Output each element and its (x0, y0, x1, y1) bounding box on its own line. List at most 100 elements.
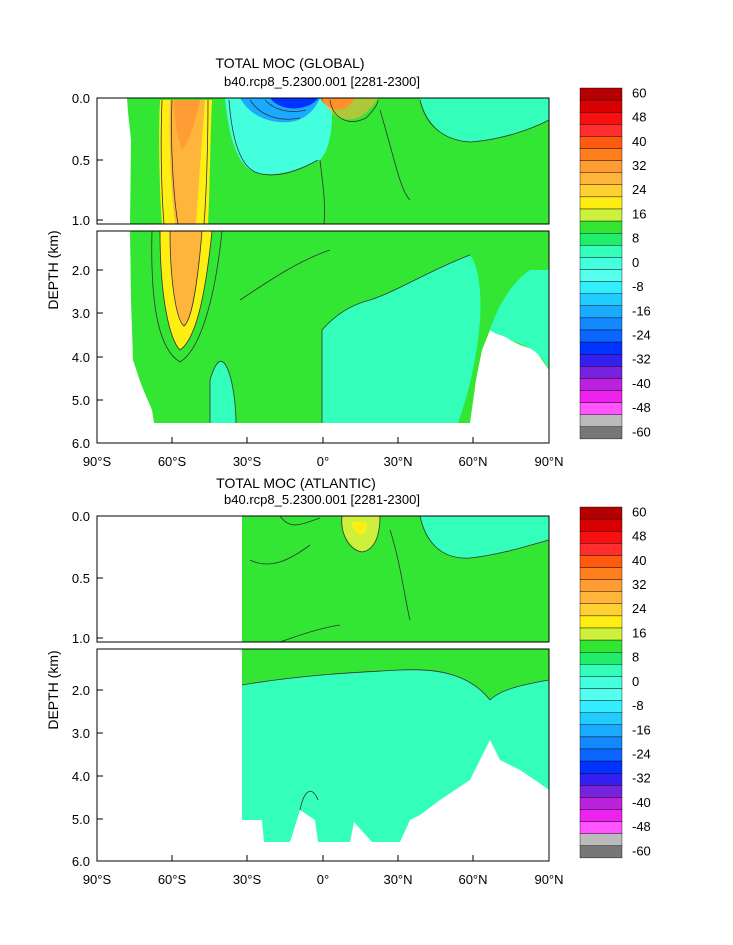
colorbar-label: -24 (632, 328, 651, 343)
colorbar-global: 60 48 40 32 24 16 8 0 -8 -16 -24 -32 -40 -48 -60 (579, 85, 651, 439)
colorbar-label: -32 (632, 352, 651, 367)
colorbar-swatch (579, 845, 623, 859)
contour-fill-deep-negative-west (210, 361, 236, 423)
x-tick-label: 30°S (233, 454, 262, 469)
x-tick-label: 30°N (383, 454, 412, 469)
colorbar-swatch (579, 833, 623, 847)
contour-fill-negative-cell (225, 98, 332, 175)
colorbar-label: -8 (632, 279, 644, 294)
contour-lines-lower-atlantic (241, 669, 550, 811)
colorbar-label: -60 (632, 843, 651, 858)
colorbar-label: -40 (632, 795, 651, 810)
x-tick-label: 90°S (83, 454, 112, 469)
y-tick-label: 0.5 (72, 571, 90, 586)
plot-frame (96, 97, 550, 225)
colorbar-swatch (579, 366, 623, 379)
y-tick-label: 5.0 (72, 393, 90, 408)
colorbar-swatch (579, 736, 623, 750)
colorbar-swatch (579, 245, 623, 258)
colorbar-swatch (579, 700, 623, 713)
colorbar-swatch (579, 124, 623, 137)
colorbar-swatch (579, 555, 623, 568)
y-tick-label: 3.0 (72, 726, 90, 741)
x-tick-label: 90°S (83, 872, 112, 887)
y-axis-label-global: DEPTH (km) (45, 230, 61, 309)
colorbar-swatch (579, 196, 623, 210)
colorbar-swatch (579, 543, 623, 556)
colorbar-label: -40 (632, 376, 651, 391)
x-tick-label: 90°N (534, 454, 563, 469)
colorbar-swatch (579, 688, 623, 701)
y-axis-label-atlantic: DEPTH (km) (45, 650, 61, 729)
colorbar-swatch (579, 518, 623, 532)
contour-fill-arctic-negative (490, 270, 549, 370)
colorbar-label: 48 (632, 529, 646, 544)
colorbar-swatch (579, 414, 623, 428)
panel-atlantic: TOTAL MOC (ATLANTIC) b40.rcp8_5.2300.001… (45, 475, 651, 887)
colorbar-label: 60 (632, 85, 646, 100)
colorbar-swatch (579, 506, 623, 520)
contour-fill-sh-core (170, 231, 202, 326)
y-tick-label: 6.0 (72, 436, 90, 451)
land-mask (97, 649, 242, 861)
colorbar-label: 40 (632, 553, 646, 568)
colorbar-label: 0 (632, 255, 639, 270)
land-mask-arctic (470, 320, 549, 423)
colorbar-swatch (579, 712, 623, 726)
y-tick-label: 3.0 (72, 306, 90, 321)
lower-panel-atlantic: 2.0 3.0 4.0 5.0 6.0 (72, 648, 550, 869)
colorbar-label: -48 (632, 819, 651, 834)
land-mask (97, 516, 242, 642)
colorbar-swatch (579, 87, 623, 101)
lower-panel-global: 2.0 3.0 4.0 5.0 6.0 (72, 230, 550, 451)
contour-fill-sh-peak (174, 100, 200, 150)
y-tick-label: 0.5 (72, 153, 90, 168)
y-tick-label: 1.0 (72, 213, 90, 228)
colorbar-label: -16 (632, 722, 651, 737)
colorbar-swatch (579, 148, 623, 161)
y-tick-label: 6.0 (72, 854, 90, 869)
colorbar-label: 32 (632, 158, 646, 173)
colorbar-swatch (579, 281, 623, 294)
contour-lines-upper-global (160, 99, 550, 225)
x-tick-label: 30°S (233, 872, 262, 887)
colorbar-swatch (579, 390, 623, 403)
colorbar-swatch (579, 220, 623, 234)
land-mask (97, 231, 154, 423)
colorbar-swatch (579, 111, 623, 125)
colorbar-swatch (579, 354, 623, 367)
colorbar-swatch (579, 232, 623, 246)
colorbar-swatch (579, 329, 623, 343)
colorbar-label: 24 (632, 182, 646, 197)
colorbar-label: 32 (632, 577, 646, 592)
colorbar-swatch (579, 591, 623, 605)
colorbar-label: -24 (632, 747, 651, 762)
upper-panel-global: 0.0 0.5 1.0 (72, 91, 550, 228)
colorbar-swatch (579, 172, 623, 185)
colorbar-swatch (579, 99, 623, 113)
contour-fill-shallow-positive (242, 649, 549, 700)
x-tick-label: 90°N (534, 872, 563, 887)
colorbar-swatch (579, 257, 623, 270)
colorbar-swatch (579, 627, 623, 641)
colorbar-swatch (579, 809, 623, 822)
contour-lines-upper-atlantic (249, 515, 550, 643)
colorbar-swatch (579, 567, 623, 580)
colorbar-swatch (579, 160, 623, 173)
colorbar-swatch (579, 724, 623, 738)
colorbar-swatch (579, 652, 623, 665)
colorbar-swatch (579, 402, 623, 415)
colorbar-label: 24 (632, 601, 646, 616)
colorbar-label: 48 (632, 110, 646, 125)
x-axis-atlantic: 90°S 60°S 30°S 0° 30°N 60°N 90°N (83, 855, 564, 887)
land-mask-bottom (97, 423, 549, 443)
colorbar-swatch (579, 603, 623, 617)
colorbar-swatch (579, 208, 623, 222)
colorbar-swatch (579, 269, 623, 282)
colorbar-swatch (579, 293, 623, 307)
colorbar-swatch (579, 797, 623, 810)
colorbar-swatch (579, 317, 623, 331)
colorbar-swatch (579, 785, 623, 798)
colorbar-swatch (579, 821, 623, 834)
